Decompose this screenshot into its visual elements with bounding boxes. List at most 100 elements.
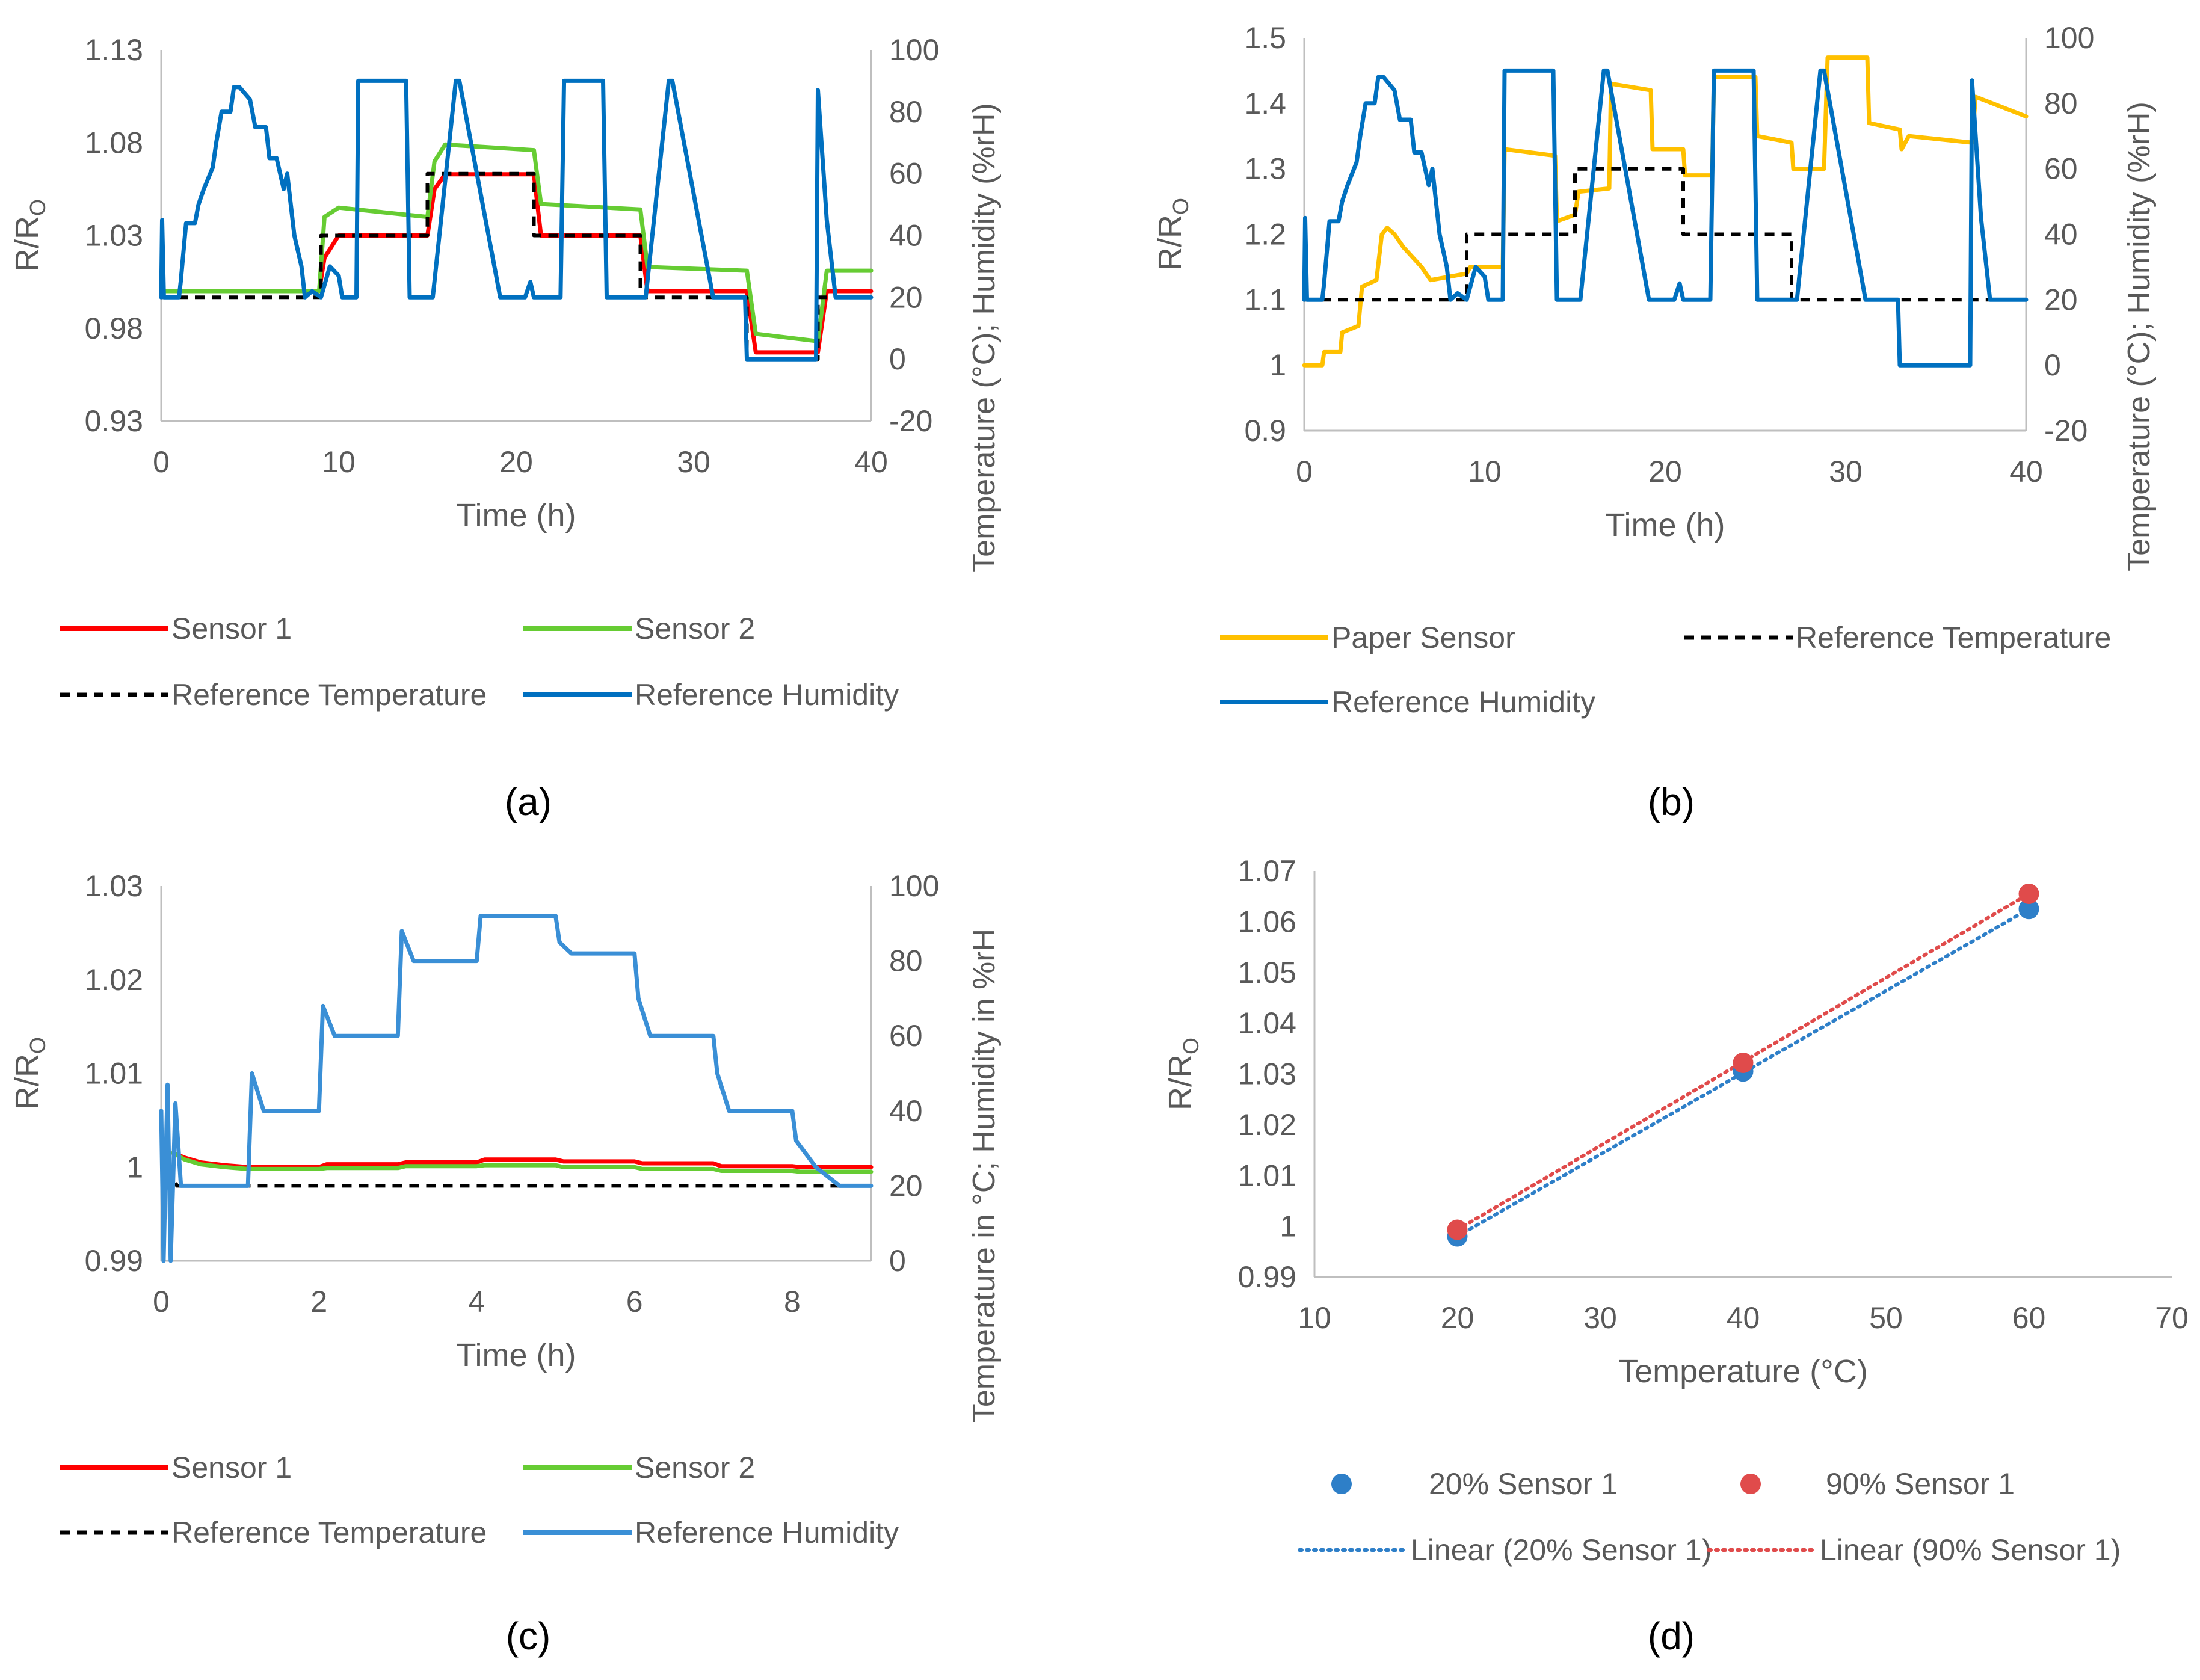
y-tick-label-left: 1.06 — [1238, 905, 1296, 938]
y-axis-label-subscript: O — [25, 1037, 50, 1054]
legend-paper-sensor-label: Paper Sensor — [1331, 621, 1515, 654]
x-tick-label: 8 — [784, 1285, 801, 1318]
legend-sensor-2-label: Sensor 2 — [635, 612, 755, 645]
series-line-paper-sensor — [1302, 55, 2029, 368]
series-line-reference-temperature — [1304, 167, 2026, 302]
y-tick-label-left: 1.5 — [1244, 21, 1286, 55]
chart-panel-a: 0 10 20 30 40 0.93 0.98 1.03 1.08 1.13 -20 0 20 40 60 8… — [9, 33, 1002, 823]
y-axis-label-subscript: O — [1179, 1038, 1203, 1054]
x-tick-label: 30 — [1829, 455, 1863, 488]
x-tick-label: 20 — [499, 445, 533, 479]
x-tick-label: 20 — [1648, 455, 1682, 488]
y-tick-label-left: 1.4 — [1244, 87, 1286, 120]
panel-caption: (c) — [506, 1614, 551, 1658]
chart-panel-d: 10 20 30 40 50 60 70 0.99 1 1.01 1.02 1.03 1.04 1.05 1… — [1162, 854, 2189, 1658]
y-tick-label-left: 1.08 — [85, 126, 143, 159]
y-axis-label-main: R/R — [9, 216, 45, 272]
y-tick-label-left: 1 — [1280, 1210, 1296, 1243]
x-tick-label: 30 — [677, 445, 710, 479]
legend-sensor-2-label: Sensor 2 — [635, 1451, 755, 1485]
y-axis-label-left: R/RO — [1152, 198, 1193, 271]
legend-90-sensor-1-label: 90% Sensor 1 — [1826, 1467, 2015, 1501]
y-tick-label-left: 1.02 — [85, 963, 143, 997]
panel-caption: (b) — [1648, 780, 1695, 823]
x-tick-label: 70 — [2155, 1301, 2189, 1335]
series-line-reference-humidity — [159, 78, 874, 362]
y-tick-label-right: 40 — [2044, 218, 2078, 251]
y-tick-label-left: 0.99 — [1238, 1260, 1296, 1294]
y-axis-label-right: Temperature in °C; Humidity in %rH — [967, 929, 1002, 1423]
y-tick-label-right: 40 — [889, 1094, 923, 1128]
y-axis-label-right: Temperature (°C); Humidity (%rH) — [967, 103, 1002, 573]
y-axis-label-left: R/RO — [9, 199, 50, 272]
y-tick-label-right: -20 — [2044, 414, 2088, 448]
y-axis-label-subscript: O — [25, 199, 50, 216]
y-tick-label-right: 100 — [889, 869, 939, 903]
y-axis-label-main: R/R — [1162, 1054, 1198, 1110]
x-axis-label: Time (h) — [457, 1337, 576, 1373]
series-line-sensor-2 — [171, 1151, 874, 1174]
x-tick-label: 30 — [1583, 1301, 1617, 1335]
y-tick-label-right: 20 — [2044, 283, 2078, 316]
x-tick-label: 10 — [1468, 455, 1502, 488]
x-tick-label: 40 — [854, 445, 888, 479]
y-tick-label-left: 1 — [126, 1150, 143, 1184]
y-tick-label-left: 1.01 — [1238, 1158, 1296, 1192]
y-tick-label-right: -20 — [889, 404, 932, 438]
y-axis-label-main: R/R — [9, 1054, 45, 1110]
y-tick-label-left: 1.07 — [1238, 854, 1296, 888]
x-tick-label: 0 — [1296, 455, 1313, 488]
y-axis-label-left: R/RO — [9, 1037, 50, 1110]
x-tick-label: 40 — [1727, 1301, 1760, 1335]
y-axis-label-right: Temperature (°C); Humidity (%rH) — [2122, 102, 2157, 571]
x-tick-label: 40 — [2009, 455, 2043, 488]
series-line-reference-humidity — [1302, 68, 2029, 368]
y-tick-label-left: 0.93 — [85, 404, 143, 438]
y-tick-label-left: 1.03 — [1238, 1057, 1296, 1091]
y-tick-label-left: 1 — [1269, 348, 1286, 382]
x-tick-label: 2 — [310, 1285, 327, 1318]
y-tick-label-left: 1.02 — [1238, 1108, 1296, 1142]
y-tick-label-right: 100 — [889, 33, 939, 67]
legend-reference-temperature-label: Reference Temperature — [171, 1516, 487, 1549]
y-tick-label-left: 1.04 — [1238, 1006, 1296, 1040]
y-tick-label-left: 1.3 — [1244, 152, 1286, 186]
y-axis-label-left: R/RO — [1162, 1038, 1203, 1110]
y-tick-label-left: 0.98 — [85, 312, 143, 345]
x-axis-label: Time (h) — [1606, 507, 1725, 543]
chart-panel-c: 0 2 4 6 8 0.99 1 1.01 1.02 1.03 0 20 40 60 80 100 Time (… — [9, 869, 1002, 1658]
y-tick-label-left: 1.2 — [1244, 218, 1286, 251]
chart-panel-b: 0 10 20 30 40 0.9 1 1.1 1.2 1.3 1.4 1.5 -20 0 20 40 60 80… — [1152, 21, 2157, 823]
x-tick-label: 20 — [1441, 1301, 1474, 1335]
y-tick-label-right: 40 — [889, 219, 923, 253]
legend-linear-90-sensor-1--label: Linear (90% Sensor 1) — [1820, 1533, 2121, 1567]
series-line-sensor-2 — [159, 142, 874, 343]
y-axis-label-subscript: O — [1168, 198, 1193, 215]
y-tick-label-left: 1.13 — [85, 33, 143, 67]
data-point-90-sensor-1 — [2018, 883, 2039, 904]
panel-caption: (a) — [505, 780, 552, 823]
legend-reference-temperature-label: Reference Temperature — [171, 678, 487, 712]
data-point-90-sensor-1 — [1733, 1052, 1754, 1073]
data-point-90-sensor-1 — [1447, 1219, 1468, 1240]
x-tick-label: 10 — [322, 445, 356, 479]
y-tick-label-right: 80 — [889, 95, 923, 129]
x-tick-label: 60 — [2012, 1301, 2046, 1335]
y-tick-label-right: 80 — [2044, 87, 2078, 120]
legend-reference-temperature-label: Reference Temperature — [1796, 621, 2111, 654]
x-tick-label: 4 — [469, 1285, 485, 1318]
y-tick-label-right: 20 — [889, 280, 923, 314]
x-axis-label: Temperature (°C) — [1618, 1353, 1868, 1389]
x-tick-label: 0 — [153, 445, 170, 479]
y-tick-label-left: 1.03 — [85, 219, 143, 253]
x-tick-label: 0 — [153, 1285, 170, 1318]
y-tick-label-left: 1.05 — [1238, 956, 1296, 989]
legend-20-sensor-1-label: 20% Sensor 1 — [1429, 1467, 1618, 1501]
y-tick-label-left: 0.99 — [85, 1244, 143, 1278]
y-tick-label-left: 1.1 — [1244, 283, 1286, 316]
x-axis-label: Time (h) — [457, 497, 576, 534]
y-tick-label-right: 0 — [889, 342, 906, 376]
y-tick-label-right: 20 — [889, 1169, 923, 1202]
x-tick-label: 10 — [1298, 1301, 1331, 1335]
